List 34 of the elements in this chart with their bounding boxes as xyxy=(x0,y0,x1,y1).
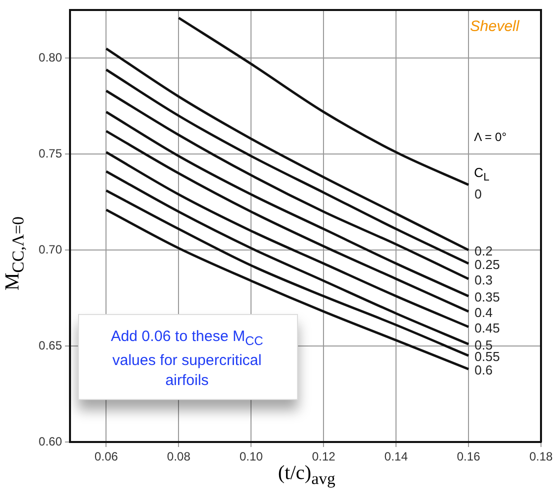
x-tick-label: 0.08 xyxy=(167,450,191,464)
x-axis-title: (t/c)$_{avg}$ xyxy=(278,462,336,489)
legend-title: C$_{L}$ xyxy=(474,165,490,184)
series-label: 0.2 xyxy=(474,244,493,259)
annotation: Λ = 0° xyxy=(474,130,507,144)
y-tick-label: 0.65 xyxy=(38,338,62,352)
x-tick-label: 0.14 xyxy=(384,450,408,464)
y-tick-label: 0.75 xyxy=(38,146,62,160)
x-tick-label: 0.16 xyxy=(456,450,481,464)
line-series xyxy=(177,16,470,186)
line-series xyxy=(105,110,470,298)
annotation: Shevell xyxy=(470,18,520,35)
annotation: Add 0.06 to these M$_{CC}$ values for supercritical airfoils xyxy=(110,327,264,391)
series-label: 0.45 xyxy=(474,320,500,336)
series-label: 0.25 xyxy=(474,257,500,272)
x-tick-label: 0.12 xyxy=(312,450,336,464)
line-series xyxy=(105,170,470,346)
y-tick-label: 0.60 xyxy=(38,434,62,448)
line-series xyxy=(105,68,470,265)
y-tick-label: 0.70 xyxy=(38,242,62,256)
series-label: 0.6 xyxy=(474,362,493,378)
x-tick-label: 0.10 xyxy=(239,450,264,464)
line-series xyxy=(105,90,470,280)
series-label: 0 xyxy=(474,186,482,202)
series-label: 0.35 xyxy=(474,290,500,305)
y-tick-label: 0.80 xyxy=(38,50,62,64)
x-tick-label: 0.06 xyxy=(94,450,118,464)
series-label: 0.4 xyxy=(474,305,493,320)
line-series xyxy=(105,151,470,328)
series-label: 0.3 xyxy=(474,272,493,288)
line-series xyxy=(105,130,470,313)
line-series xyxy=(105,47,470,252)
x-tick-label: 0.18 xyxy=(529,450,553,464)
line-series xyxy=(105,208,470,370)
